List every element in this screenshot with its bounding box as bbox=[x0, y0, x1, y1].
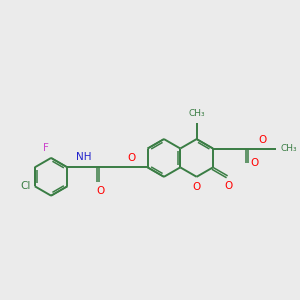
Text: O: O bbox=[258, 134, 266, 145]
Text: Cl: Cl bbox=[20, 181, 31, 191]
Text: F: F bbox=[43, 143, 49, 153]
Text: CH₃: CH₃ bbox=[280, 144, 297, 153]
Text: O: O bbox=[224, 181, 233, 191]
Text: CH₃: CH₃ bbox=[188, 109, 205, 118]
Text: NH: NH bbox=[76, 152, 91, 162]
Text: O: O bbox=[193, 182, 201, 192]
Text: O: O bbox=[128, 153, 136, 164]
Text: O: O bbox=[250, 158, 258, 168]
Text: O: O bbox=[96, 187, 105, 196]
